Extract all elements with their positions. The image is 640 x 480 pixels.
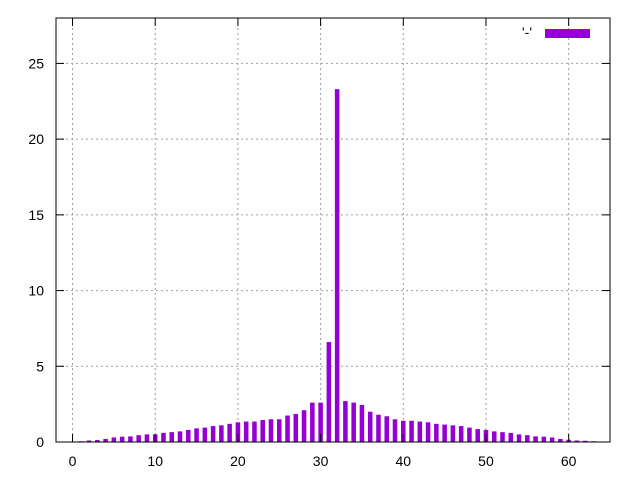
bar xyxy=(434,423,439,442)
bar xyxy=(144,434,150,442)
bar xyxy=(458,426,464,442)
bar xyxy=(392,419,398,442)
bar xyxy=(326,342,332,442)
x-tick-label: 10 xyxy=(147,453,163,469)
x-tick-label: 20 xyxy=(230,453,246,469)
bar xyxy=(169,432,175,442)
bar xyxy=(334,89,340,443)
bar xyxy=(186,429,191,442)
y-tick-label: 5 xyxy=(36,358,44,374)
bar xyxy=(491,431,497,442)
bar xyxy=(260,420,265,442)
x-tick-label: 60 xyxy=(561,453,577,469)
bar xyxy=(367,411,373,442)
bar xyxy=(425,422,431,442)
bar xyxy=(318,402,323,442)
legend-swatch xyxy=(545,29,590,38)
bar xyxy=(533,436,538,442)
bar xyxy=(343,401,348,442)
bar xyxy=(293,413,299,442)
bar xyxy=(467,427,472,442)
x-tick-label: 0 xyxy=(69,453,77,469)
bar xyxy=(95,440,100,442)
legend: '-' xyxy=(522,24,590,40)
bar xyxy=(516,434,522,442)
bar xyxy=(574,440,580,442)
y-tick-label: 10 xyxy=(28,283,44,299)
bar xyxy=(202,427,208,442)
x-tick-label: 30 xyxy=(313,453,329,469)
x-tick-label: 50 xyxy=(478,453,494,469)
bar xyxy=(409,420,414,442)
bar xyxy=(161,432,166,442)
bar xyxy=(128,436,133,442)
y-tick-label: 20 xyxy=(28,131,44,147)
bar xyxy=(227,423,232,442)
y-tick-label: 0 xyxy=(36,434,44,450)
bar xyxy=(219,425,224,442)
bar xyxy=(450,425,456,442)
bar xyxy=(310,402,315,442)
bar xyxy=(384,416,390,442)
bar xyxy=(417,421,423,442)
bar xyxy=(276,419,282,442)
bar xyxy=(359,404,365,442)
bar xyxy=(285,415,290,442)
y-tick-label: 25 xyxy=(28,55,44,71)
grid xyxy=(56,18,610,442)
bar xyxy=(301,410,307,442)
bar xyxy=(401,420,406,442)
bar xyxy=(86,440,92,442)
bar xyxy=(235,422,241,442)
bar xyxy=(243,421,249,442)
bar xyxy=(136,435,141,442)
bar xyxy=(111,437,117,442)
bar xyxy=(268,419,274,442)
bar xyxy=(252,421,257,442)
bar xyxy=(177,431,183,442)
bar xyxy=(376,414,381,442)
x-tick-label: 40 xyxy=(395,453,411,469)
bar xyxy=(558,438,563,442)
bar xyxy=(103,438,108,442)
ticks: 0 5 10 15 20 25 0 10 20 30 40 50 60 xyxy=(28,18,610,469)
bar xyxy=(508,432,514,442)
bar xyxy=(194,428,199,442)
bar xyxy=(442,424,447,442)
bar xyxy=(210,426,216,442)
y-tick-label: 15 xyxy=(28,207,44,223)
bar xyxy=(549,437,555,442)
bar xyxy=(119,436,125,442)
bars xyxy=(70,89,605,443)
bar xyxy=(500,432,505,442)
plot-border xyxy=(55,17,611,443)
legend-label: '-' xyxy=(522,24,532,40)
bar xyxy=(525,435,530,442)
bar xyxy=(475,429,480,442)
bar xyxy=(351,402,356,442)
bar xyxy=(541,436,547,442)
bar xyxy=(582,440,588,442)
